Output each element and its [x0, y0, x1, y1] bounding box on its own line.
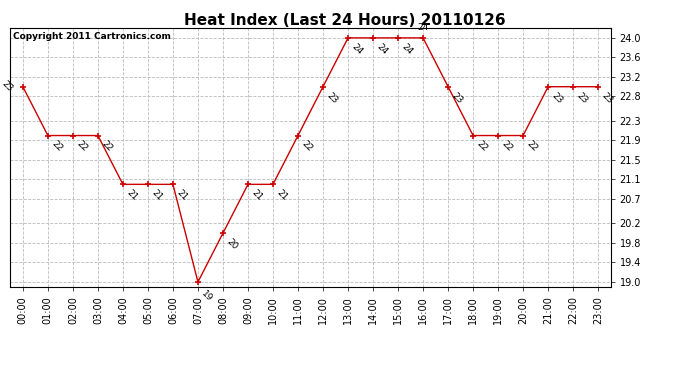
- Text: 21: 21: [250, 188, 264, 202]
- Text: 24: 24: [375, 42, 389, 56]
- Text: 22: 22: [50, 140, 64, 154]
- Text: 24: 24: [350, 42, 364, 56]
- Text: 24: 24: [400, 42, 415, 56]
- Text: 21: 21: [275, 188, 289, 202]
- Text: 23: 23: [450, 91, 464, 105]
- Text: 24: 24: [417, 23, 428, 32]
- Text: 22: 22: [500, 140, 515, 154]
- Text: Copyright 2011 Cartronics.com: Copyright 2011 Cartronics.com: [13, 32, 171, 41]
- Text: 22: 22: [525, 140, 540, 154]
- Text: 20: 20: [225, 237, 239, 252]
- Text: 22: 22: [475, 140, 489, 154]
- Text: 21: 21: [175, 188, 189, 202]
- Text: 22: 22: [100, 140, 115, 154]
- Text: 23: 23: [600, 91, 615, 105]
- Text: 23: 23: [575, 91, 589, 105]
- Text: 23: 23: [0, 80, 14, 94]
- Text: 22: 22: [75, 140, 89, 154]
- Text: 23: 23: [550, 91, 564, 105]
- Text: Heat Index (Last 24 Hours) 20110126: Heat Index (Last 24 Hours) 20110126: [184, 13, 506, 28]
- Text: 22: 22: [300, 140, 315, 154]
- Text: 23: 23: [325, 91, 339, 105]
- Text: 19: 19: [200, 290, 215, 304]
- Text: 21: 21: [125, 188, 139, 202]
- Text: 21: 21: [150, 188, 164, 202]
